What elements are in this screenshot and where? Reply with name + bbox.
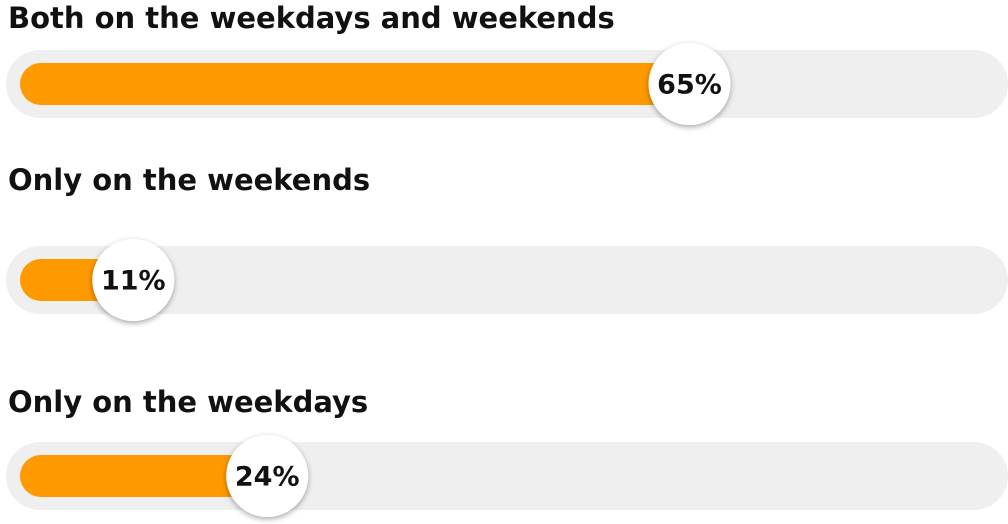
value-badge	[226, 435, 309, 517]
category-label: Only on the weekends	[8, 163, 370, 197]
category-label: Both on the weekdays and weekends	[8, 1, 615, 35]
category-label: Only on the weekdays	[8, 385, 368, 419]
bar	[20, 63, 690, 105]
bar	[20, 455, 268, 497]
value-label: 11%	[101, 266, 166, 297]
track	[6, 246, 1008, 314]
value-badge	[648, 43, 731, 125]
value-label: 65%	[657, 70, 722, 101]
value-badge	[92, 239, 175, 321]
value-label: 24%	[235, 462, 300, 493]
